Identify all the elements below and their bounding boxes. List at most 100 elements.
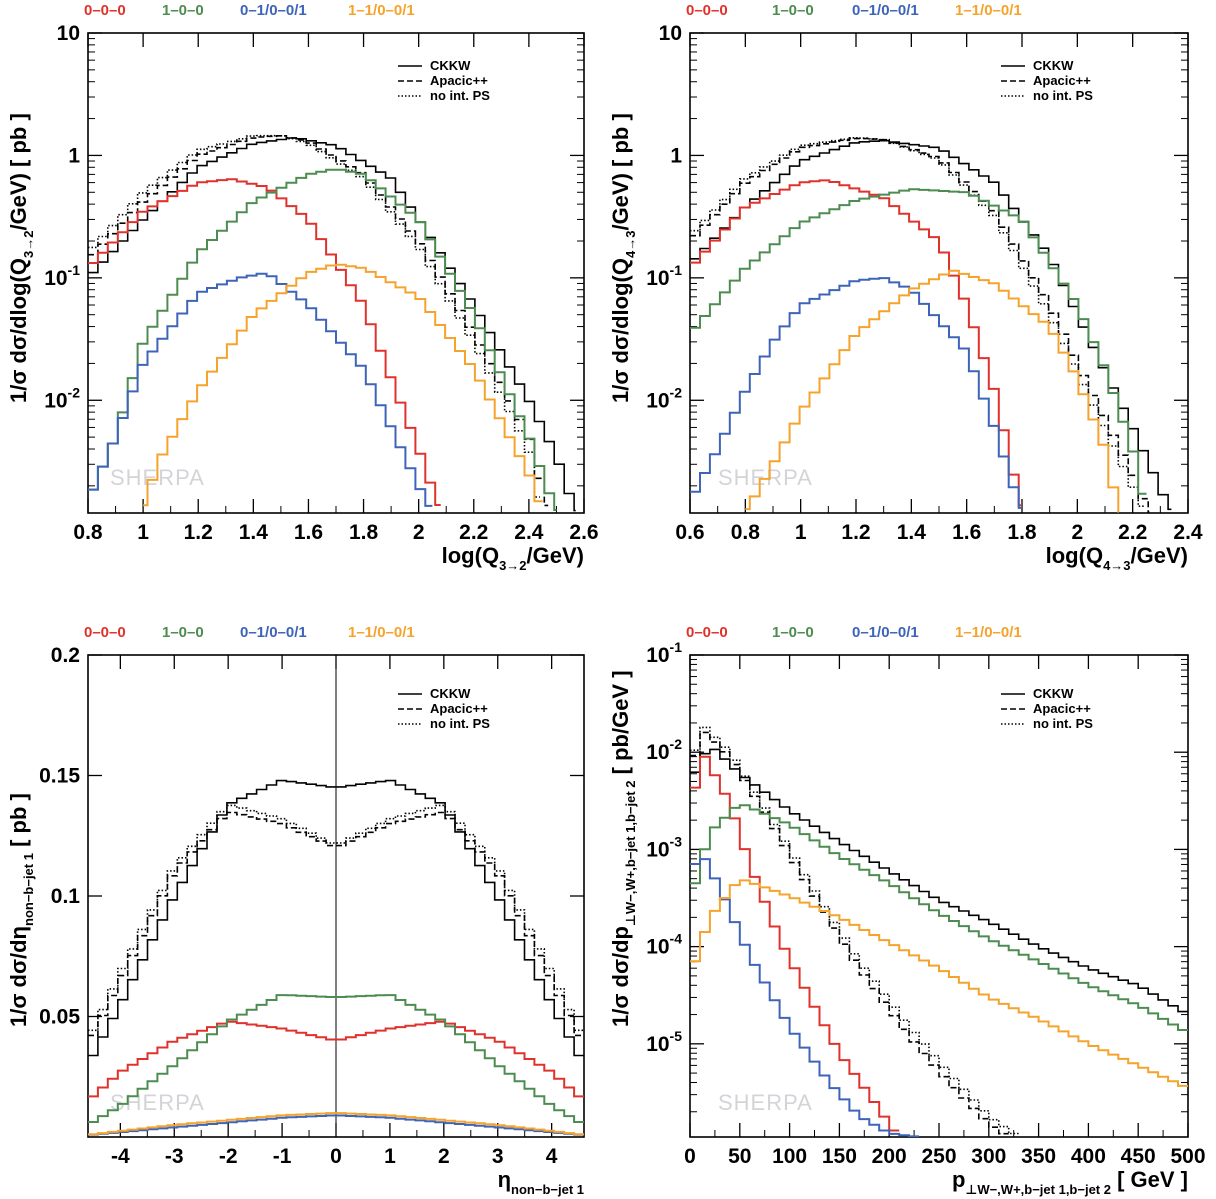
series-ckkw-line [88,779,584,1057]
y-tick-label: 0.1 [51,885,81,908]
x-tick-label: 2 [438,1145,450,1168]
x-tick-label: 150 [822,1145,857,1168]
y-tick-label: 10 [57,22,80,45]
y-tick-label: 10-2 [44,384,80,412]
x-tick-label: 0.6 [675,521,704,544]
x-tick-label: 3 [492,1145,504,1168]
series-ckkw-line [690,748,1188,1013]
x-tick-label: 2.4 [1173,521,1203,544]
series-1-1-0-0-1-line [88,1112,584,1136]
x-tick-label: 4 [546,1145,558,1168]
y-tick-label: 10 [659,22,682,45]
x-tick-label: 1 [137,521,149,544]
x-tick-label: 1.2 [184,521,213,544]
x-tick-label: 1 [795,521,807,544]
legend-style-label: no int. PS [430,88,490,103]
legend-style-label: Apacic++ [430,73,488,88]
x-tick-label: 2.2 [459,521,488,544]
y-tick-label: 10-2 [646,736,682,764]
series-1-1-0-0-1-line [690,879,1188,1087]
series-ckkw-line [690,139,1172,511]
x-tick-label: -2 [219,1145,238,1168]
top-legend-blue: 0–1/0–0/1 [240,2,307,19]
series-apacic--line [690,731,1009,1135]
series-no-int-ps-line [690,726,1019,1135]
x-tick-label: 400 [1071,1145,1106,1168]
top-legend-red: 0–0–0 [686,624,728,641]
y-axis-label: 1/σ dσ/dηnon−b−jet 1 [ pb ] [6,793,36,1027]
x-axis-label: log(Q3→2/GeV) [442,543,584,573]
legend-style-label: no int. PS [1033,88,1093,103]
series-0-1-0-0-1-line [88,272,433,507]
x-tick-label: 1.8 [1007,521,1037,544]
x-tick-label: 2 [1071,521,1083,544]
x-tick-label: 1.4 [239,521,269,544]
x-tick-label: 0 [330,1145,342,1168]
y-tick-label: 10-3 [646,833,682,861]
x-tick-label: 500 [1170,1145,1205,1168]
y-tick-label: 1 [670,144,682,167]
x-tick-label: 250 [921,1145,956,1168]
top-legend-orange: 1–1/0–0/1 [955,2,1022,19]
x-tick-label: 50 [728,1145,751,1168]
sherpa-watermark: SHERPA [110,1090,205,1115]
chart-panel-1: 10 1 10-1 10-2 0.8 1 1.2 1.4 1.6 1.8 2 2.2 2.4 2.6log… [6,2,599,573]
series-1-0-0-line [88,994,584,1123]
legend-style-label: CKKW [1033,58,1074,73]
series-no-int-ps-line [88,804,584,1032]
top-legend-orange: 1–1/0–0/1 [348,2,415,19]
top-legend-green: 1–0–0 [772,624,814,641]
y-tick-label: 0.2 [51,644,80,667]
x-tick-label: 300 [971,1145,1006,1168]
series-0-0-0-line [690,179,1022,507]
x-tick-label: -1 [273,1145,292,1168]
series-0-1-0-0-1-line [88,1114,584,1136]
y-tick-label: 0.05 [39,1006,80,1029]
y-axis-label: 1/σ dσ/dlog(Q4→3/GeV) [ pb ] [608,113,638,403]
series-0-0-0-line [88,1020,584,1098]
series-1-0-0-line [690,188,1147,495]
x-tick-label: 2.4 [514,521,544,544]
plot-frame [689,32,1189,514]
series-apacic--line [690,137,1150,513]
top-legend-green: 1–0–0 [772,2,814,19]
series-0-1-0-0-1-line [690,858,920,1137]
x-axis-label: log(Q4→3/GeV) [1046,543,1188,573]
top-legend-orange: 1–1/0–0/1 [955,624,1022,641]
x-tick-label: -4 [111,1145,130,1168]
series-apacic--line [88,135,549,507]
x-axis-label: ηnon−b−jet 1 [498,1167,584,1197]
legend-style-label: CKKW [430,58,471,73]
top-legend-red: 0–0–0 [686,2,728,19]
chart-panel-2: 10 1 10-1 10-2 0.6 0.8 1 1.2 1.4 1.6 1.8 2 2.2 2.4log… [608,2,1203,573]
plot-frame [87,32,585,514]
top-legend-green: 1–0–0 [162,2,204,19]
top-legend-red: 0–0–0 [84,2,126,19]
y-tick-label: 10-1 [646,262,682,290]
series-0-1-0-0-1-line [690,277,1022,509]
y-tick-label: 10-4 [646,931,682,959]
legend-style-label: Apacic++ [1033,701,1091,716]
y-tick-label: 1 [68,144,80,167]
x-tick-label: 1.6 [952,521,981,544]
top-legend-blue: 0–1/0–0/1 [852,624,919,641]
legend-style-label: Apacic++ [430,701,488,716]
x-tick-label: 0.8 [731,521,761,544]
x-tick-label: 200 [872,1145,907,1168]
top-legend-green: 1–0–0 [162,624,204,641]
x-tick-label: 0 [684,1145,696,1168]
series-1-0-0-line [690,804,1188,1031]
series-1-1-0-0-1-line [745,269,1120,513]
y-tick-label: 10-5 [646,1028,682,1056]
series-1-0-0-line [88,168,557,511]
chart-panel-4: 10-1 10-2 10-3 10-4 10-5 0 50 100 150 200 250 300 35… [608,624,1206,1197]
x-tick-label: 100 [772,1145,807,1168]
top-legend-blue: 0–1/0–0/1 [852,2,919,19]
series-no-int-ps-line [690,137,1144,507]
y-axis-label: 1/σ dσ/dlog(Q3→2/GeV) [ pb ] [6,113,36,403]
x-tick-label: 2.2 [1118,521,1147,544]
sherpa-watermark: SHERPA [718,1090,813,1115]
y-tick-label: 10-2 [646,384,682,412]
